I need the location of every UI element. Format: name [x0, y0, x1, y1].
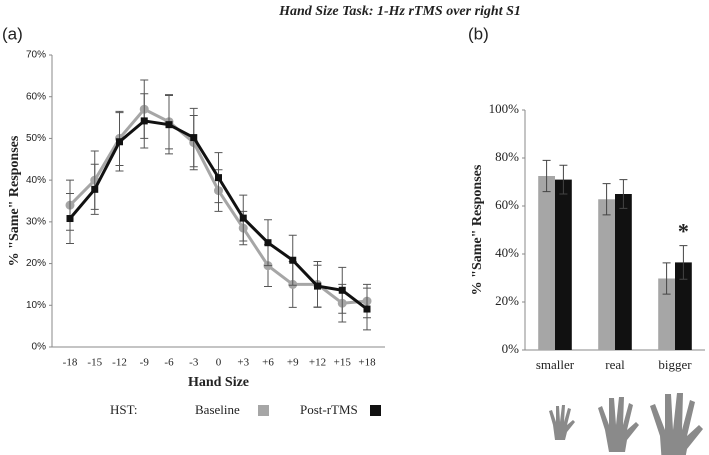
error-bar — [602, 183, 611, 216]
y-tick-label: 100% — [489, 101, 520, 116]
bar — [598, 199, 615, 350]
x-tick-label: +9 — [287, 357, 299, 369]
x-tick-label: real — [605, 357, 625, 372]
y-tick-label: 50% — [26, 133, 46, 144]
y-tick-label: 30% — [26, 216, 46, 227]
y-tick-label: 20% — [26, 258, 46, 269]
point — [140, 117, 148, 125]
x-axis-label: Hand Size — [188, 375, 249, 390]
x-tick-label: +15 — [334, 357, 352, 369]
bar — [675, 262, 692, 350]
legend-swatch — [370, 405, 381, 416]
annotation: * — [678, 219, 689, 244]
error-bar — [559, 164, 568, 195]
y-axis-label: % "Same" Responses — [7, 135, 22, 266]
y-axis-label: % "Same" Responses — [470, 164, 485, 295]
point — [239, 214, 247, 222]
legend-title: HST: — [110, 402, 138, 417]
panel-label: (a) — [2, 24, 23, 43]
point — [314, 282, 321, 290]
legend-swatch — [258, 405, 269, 416]
x-tick-label: +6 — [262, 357, 274, 369]
x-tick-label: -12 — [112, 357, 127, 369]
error-bar — [662, 262, 671, 295]
x-tick-label: +12 — [309, 357, 326, 369]
y-tick-label: 60% — [495, 197, 519, 212]
y-tick-label: 0% — [502, 341, 520, 356]
error-bar — [619, 179, 628, 209]
y-tick-label: 80% — [495, 149, 519, 164]
error-bar — [679, 245, 688, 280]
point — [190, 134, 198, 142]
error-bar — [542, 159, 551, 193]
series-line — [68, 119, 368, 311]
bar — [615, 194, 632, 350]
y-tick-label: 10% — [26, 300, 46, 311]
x-tick-label: +18 — [358, 357, 376, 369]
figure-title: Hand Size Task: 1-Hz rTMS over right S1 — [278, 4, 521, 19]
y-tick-label: 40% — [26, 175, 46, 186]
point — [215, 174, 222, 182]
x-tick-label: 0 — [216, 357, 222, 369]
point — [91, 185, 99, 193]
y-tick-label: 40% — [495, 245, 519, 260]
legend-label: Post-rTMS — [300, 402, 358, 417]
bar — [555, 179, 572, 350]
x-tick-label: -9 — [140, 357, 150, 369]
point — [289, 256, 297, 264]
legend-label: Baseline — [195, 402, 240, 417]
hand-icons — [549, 393, 703, 455]
x-tick-label: bigger — [658, 357, 692, 372]
point — [165, 121, 173, 129]
x-tick-label: -3 — [189, 357, 199, 369]
x-tick-label: -15 — [87, 357, 102, 369]
x-tick-label: smaller — [536, 357, 575, 372]
panel-label: (b) — [468, 24, 489, 43]
x-tick-label: +3 — [237, 357, 249, 369]
y-tick-label: 0% — [32, 342, 47, 353]
y-tick-label: 70% — [26, 50, 46, 61]
point — [338, 286, 346, 294]
bar — [658, 278, 675, 350]
x-tick-label: -18 — [63, 357, 78, 369]
bar — [538, 176, 555, 350]
y-tick-label: 20% — [495, 293, 519, 308]
point — [264, 239, 272, 247]
point — [363, 305, 371, 313]
point — [116, 138, 123, 146]
y-tick-label: 60% — [26, 91, 46, 102]
x-tick-label: -6 — [164, 357, 174, 369]
point — [66, 215, 74, 223]
